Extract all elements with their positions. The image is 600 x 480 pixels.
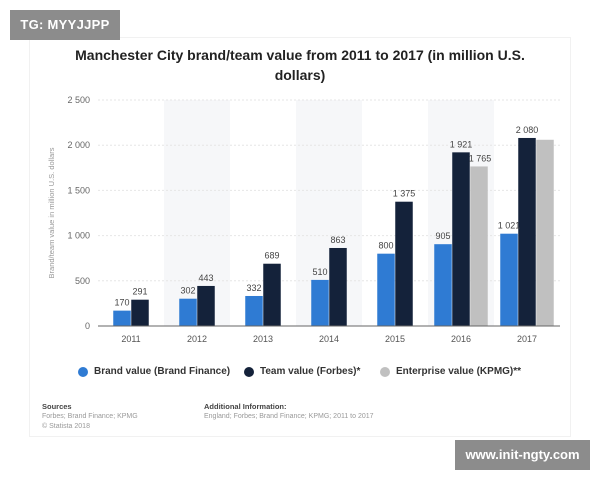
watermark-top-left: TG: MYYJJPP — [10, 10, 120, 40]
sources-heading: Sources — [42, 402, 72, 411]
x-tick-label-2013: 2013 — [253, 334, 273, 344]
bar-team-2011[interactable] — [131, 299, 149, 326]
x-tick-label-2012: 2012 — [187, 334, 207, 344]
chart-title-line-2: dollars) — [274, 67, 326, 83]
x-tick-label-2016: 2016 — [451, 334, 471, 344]
bar-enterprise-2017[interactable] — [536, 139, 554, 326]
plot-band-2012 — [164, 100, 230, 326]
footer-additional-info: Additional Information: England; Forbes;… — [204, 402, 374, 422]
bar-brand-2016[interactable] — [434, 244, 452, 326]
legend-label-team: Team value (Forbes)* — [260, 366, 361, 377]
plot-band-2014 — [296, 100, 362, 326]
bar-brand-2012[interactable] — [179, 298, 197, 326]
data-label-team-2012: 443 — [198, 273, 213, 283]
data-label-brand-2015: 800 — [378, 241, 393, 251]
bar-enterprise-2016[interactable] — [470, 166, 488, 326]
y-tick-label: 500 — [75, 276, 90, 286]
info-line-1: England; Forbes; Brand Finance; KPMG; 20… — [204, 413, 374, 420]
y-tick-label: 2 500 — [67, 95, 90, 105]
bar-team-2013[interactable] — [263, 263, 281, 326]
info-heading: Additional Information: — [204, 402, 287, 411]
chart-legend: Brand value (Brand Finance) Team value (… — [78, 366, 558, 382]
legend-label-brand: Brand value (Brand Finance) — [94, 366, 231, 377]
data-label-team-2016: 1 921 — [450, 139, 473, 149]
data-label-brand-2017: 1 021 — [498, 221, 521, 231]
watermark-bottom-right: www.init-ngty.com — [455, 440, 590, 470]
x-tick-label-2014: 2014 — [319, 334, 339, 344]
footer-sources: Sources Forbes; Brand Finance; KPMG © St… — [42, 402, 138, 432]
chart-title: Manchester City brand/team value from 20… — [60, 45, 540, 85]
y-tick-label: 1 500 — [67, 185, 90, 195]
y-axis-ticks: 0 500 1 000 1 500 2 000 2 500 — [67, 95, 90, 331]
data-label-brand-2013: 332 — [246, 283, 261, 293]
x-tick-label-2015: 2015 — [385, 334, 405, 344]
legend-item-enterprise[interactable]: Enterprise value (KPMG)** — [380, 366, 521, 377]
bar-team-2016[interactable] — [452, 152, 470, 326]
data-label-team-2015: 1 375 — [393, 189, 416, 199]
bar-team-2015[interactable] — [395, 201, 413, 326]
x-axis-ticks: 2011 2012 2013 2014 2015 2016 2017 — [121, 334, 537, 344]
bars — [113, 137, 554, 326]
legend-item-team[interactable]: Team value (Forbes)* — [244, 366, 360, 377]
y-tick-label: 1 000 — [67, 231, 90, 241]
bar-team-2014[interactable] — [329, 247, 347, 326]
legend-dot-brand — [78, 366, 88, 377]
bar-brand-2014[interactable] — [311, 279, 329, 326]
data-label-brand-2014: 510 — [312, 267, 327, 277]
legend-dot-enterprise — [380, 366, 390, 377]
data-label-enterprise-2016: 1 765 — [469, 153, 492, 163]
bar-brand-2013[interactable] — [245, 295, 263, 326]
data-label-brand-2012: 302 — [180, 286, 195, 296]
legend-item-brand[interactable]: Brand value (Brand Finance) — [78, 366, 230, 377]
bar-brand-2011[interactable] — [113, 310, 131, 326]
bar-team-2017[interactable] — [518, 137, 536, 326]
legend-label-enterprise: Enterprise value (KPMG)** — [396, 366, 522, 377]
bar-team-2012[interactable] — [197, 285, 215, 326]
y-tick-label: 2 000 — [67, 140, 90, 150]
data-label-team-2013: 689 — [264, 251, 279, 261]
data-label-team-2017: 2 080 — [516, 125, 539, 135]
y-axis-label: Brand/team value in million U.S. dollars — [47, 147, 56, 278]
bar-brand-2015[interactable] — [377, 253, 395, 326]
x-tick-label-2017: 2017 — [517, 334, 537, 344]
bar-brand-2017[interactable] — [500, 233, 518, 326]
chart-title-line-1: Manchester City brand/team value from 20… — [75, 47, 525, 63]
legend-dot-team — [244, 366, 254, 377]
data-label-brand-2011: 170 — [114, 298, 129, 308]
x-tick-label-2011: 2011 — [121, 334, 140, 344]
data-label-team-2014: 863 — [330, 235, 345, 245]
data-label-team-2011: 291 — [132, 287, 147, 297]
y-tick-label: 0 — [85, 321, 90, 331]
sources-line-2: © Statista 2018 — [42, 423, 90, 430]
data-label-brand-2016: 905 — [435, 231, 450, 241]
sources-line-1: Forbes; Brand Finance; KPMG — [42, 413, 138, 420]
